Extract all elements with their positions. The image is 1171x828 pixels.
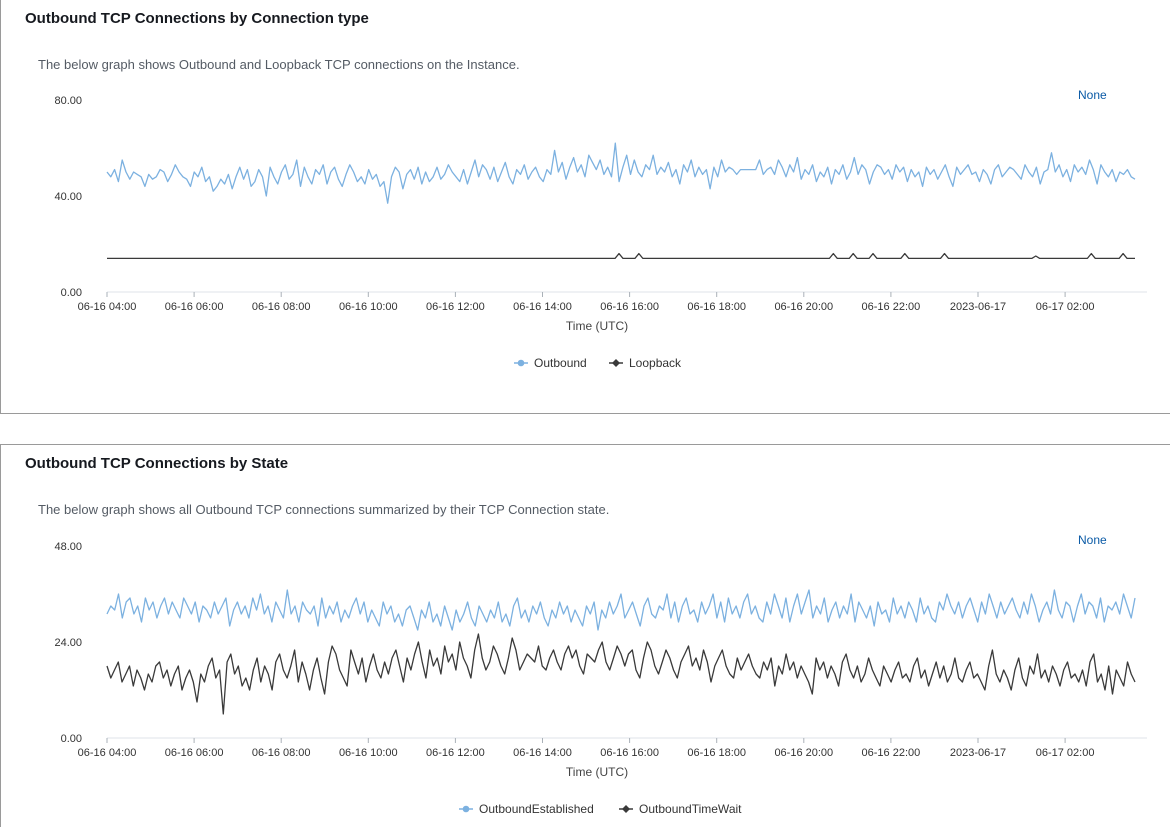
none-link[interactable]: None bbox=[1078, 88, 1107, 102]
legend-marker bbox=[622, 805, 630, 813]
x-tick-label: 2023-06-17 bbox=[950, 747, 1006, 759]
series-line-outboundestablished bbox=[106, 589, 1136, 631]
y-tick-label: 48.00 bbox=[54, 541, 82, 553]
series-line-outboundtimewait bbox=[106, 633, 1136, 715]
x-tick-label: 06-16 10:00 bbox=[339, 301, 398, 313]
x-tick-label: 06-17 02:00 bbox=[1036, 747, 1095, 759]
panel-description: The below graph shows Outbound and Loopb… bbox=[38, 57, 520, 72]
y-tick-label: 80.00 bbox=[54, 95, 82, 107]
legend-label: Outbound bbox=[534, 356, 587, 370]
chart-state: 0.00 24.00 48.00 06-16 04:00 06-16 06:00 06-1… bbox=[54, 541, 1147, 816]
panel-title: Outbound TCP Connections by State bbox=[25, 455, 289, 472]
x-tick-label: 06-16 14:00 bbox=[513, 301, 572, 313]
legend-item: Loopback bbox=[609, 356, 682, 370]
x-tick-label: 06-16 12:00 bbox=[426, 301, 485, 313]
legend-item: Outbound bbox=[514, 356, 587, 370]
legend-item: OutboundTimeWait bbox=[619, 802, 742, 816]
x-axis-title: Time (UTC) bbox=[566, 319, 628, 333]
x-tick-label: 06-16 06:00 bbox=[165, 747, 224, 759]
x-tick-label: 06-16 14:00 bbox=[513, 747, 572, 759]
legend-item: OutboundEstablished bbox=[459, 802, 594, 816]
panel-description: The below graph shows all Outbound TCP c… bbox=[38, 502, 610, 517]
x-tick-label: 06-16 22:00 bbox=[862, 747, 921, 759]
none-link[interactable]: None bbox=[1078, 533, 1107, 547]
x-tick-label: 06-16 10:00 bbox=[339, 747, 398, 759]
x-tick-label: 06-16 04:00 bbox=[78, 301, 137, 313]
series-line-outbound bbox=[106, 142, 1136, 204]
legend-label: Loopback bbox=[629, 356, 682, 370]
legend-marker bbox=[612, 359, 620, 367]
legend-label: OutboundTimeWait bbox=[639, 802, 742, 816]
chart-connection-type: 0.00 40.00 80.00 06-16 04:00 06-16 06:00 06-1… bbox=[54, 95, 1147, 370]
x-tick-label: 06-16 04:00 bbox=[78, 747, 137, 759]
x-tick-label: 06-16 08:00 bbox=[252, 747, 311, 759]
panel-title: Outbound TCP Connections by Connection t… bbox=[25, 10, 369, 27]
legend-marker bbox=[517, 359, 525, 367]
chart-panel-state: Outbound TCP Connections by State The be… bbox=[0, 444, 1170, 827]
x-axis-title: Time (UTC) bbox=[566, 765, 628, 779]
y-tick-label: 0.00 bbox=[61, 287, 82, 299]
x-tick-label: 06-16 12:00 bbox=[426, 747, 485, 759]
y-tick-label: 40.00 bbox=[54, 191, 82, 203]
y-tick-label: 0.00 bbox=[61, 733, 82, 745]
x-tick-label: 06-16 16:00 bbox=[600, 747, 659, 759]
x-tick-label: 06-16 18:00 bbox=[687, 301, 746, 313]
x-tick-label: 06-16 16:00 bbox=[600, 301, 659, 313]
chart-panel-connection-type: Outbound TCP Connections by Connection t… bbox=[0, 0, 1170, 414]
legend: OutboundEstablished OutboundTimeWait bbox=[459, 802, 742, 816]
x-tick-label: 06-16 20:00 bbox=[774, 747, 833, 759]
x-tick-label: 06-16 18:00 bbox=[687, 747, 746, 759]
series-line-loopback bbox=[107, 252, 1135, 260]
x-tick-label: 06-16 20:00 bbox=[774, 301, 833, 313]
y-tick-label: 24.00 bbox=[54, 637, 82, 649]
x-tick-label: 06-17 02:00 bbox=[1036, 301, 1095, 313]
legend-label: OutboundEstablished bbox=[479, 802, 594, 816]
legend: Outbound Loopback bbox=[514, 356, 682, 370]
x-tick-label: 06-16 22:00 bbox=[862, 301, 921, 313]
x-tick-label: 06-16 08:00 bbox=[252, 301, 311, 313]
legend-marker bbox=[462, 805, 470, 813]
x-tick-label: 06-16 06:00 bbox=[165, 301, 224, 313]
x-tick-label: 2023-06-17 bbox=[950, 301, 1006, 313]
